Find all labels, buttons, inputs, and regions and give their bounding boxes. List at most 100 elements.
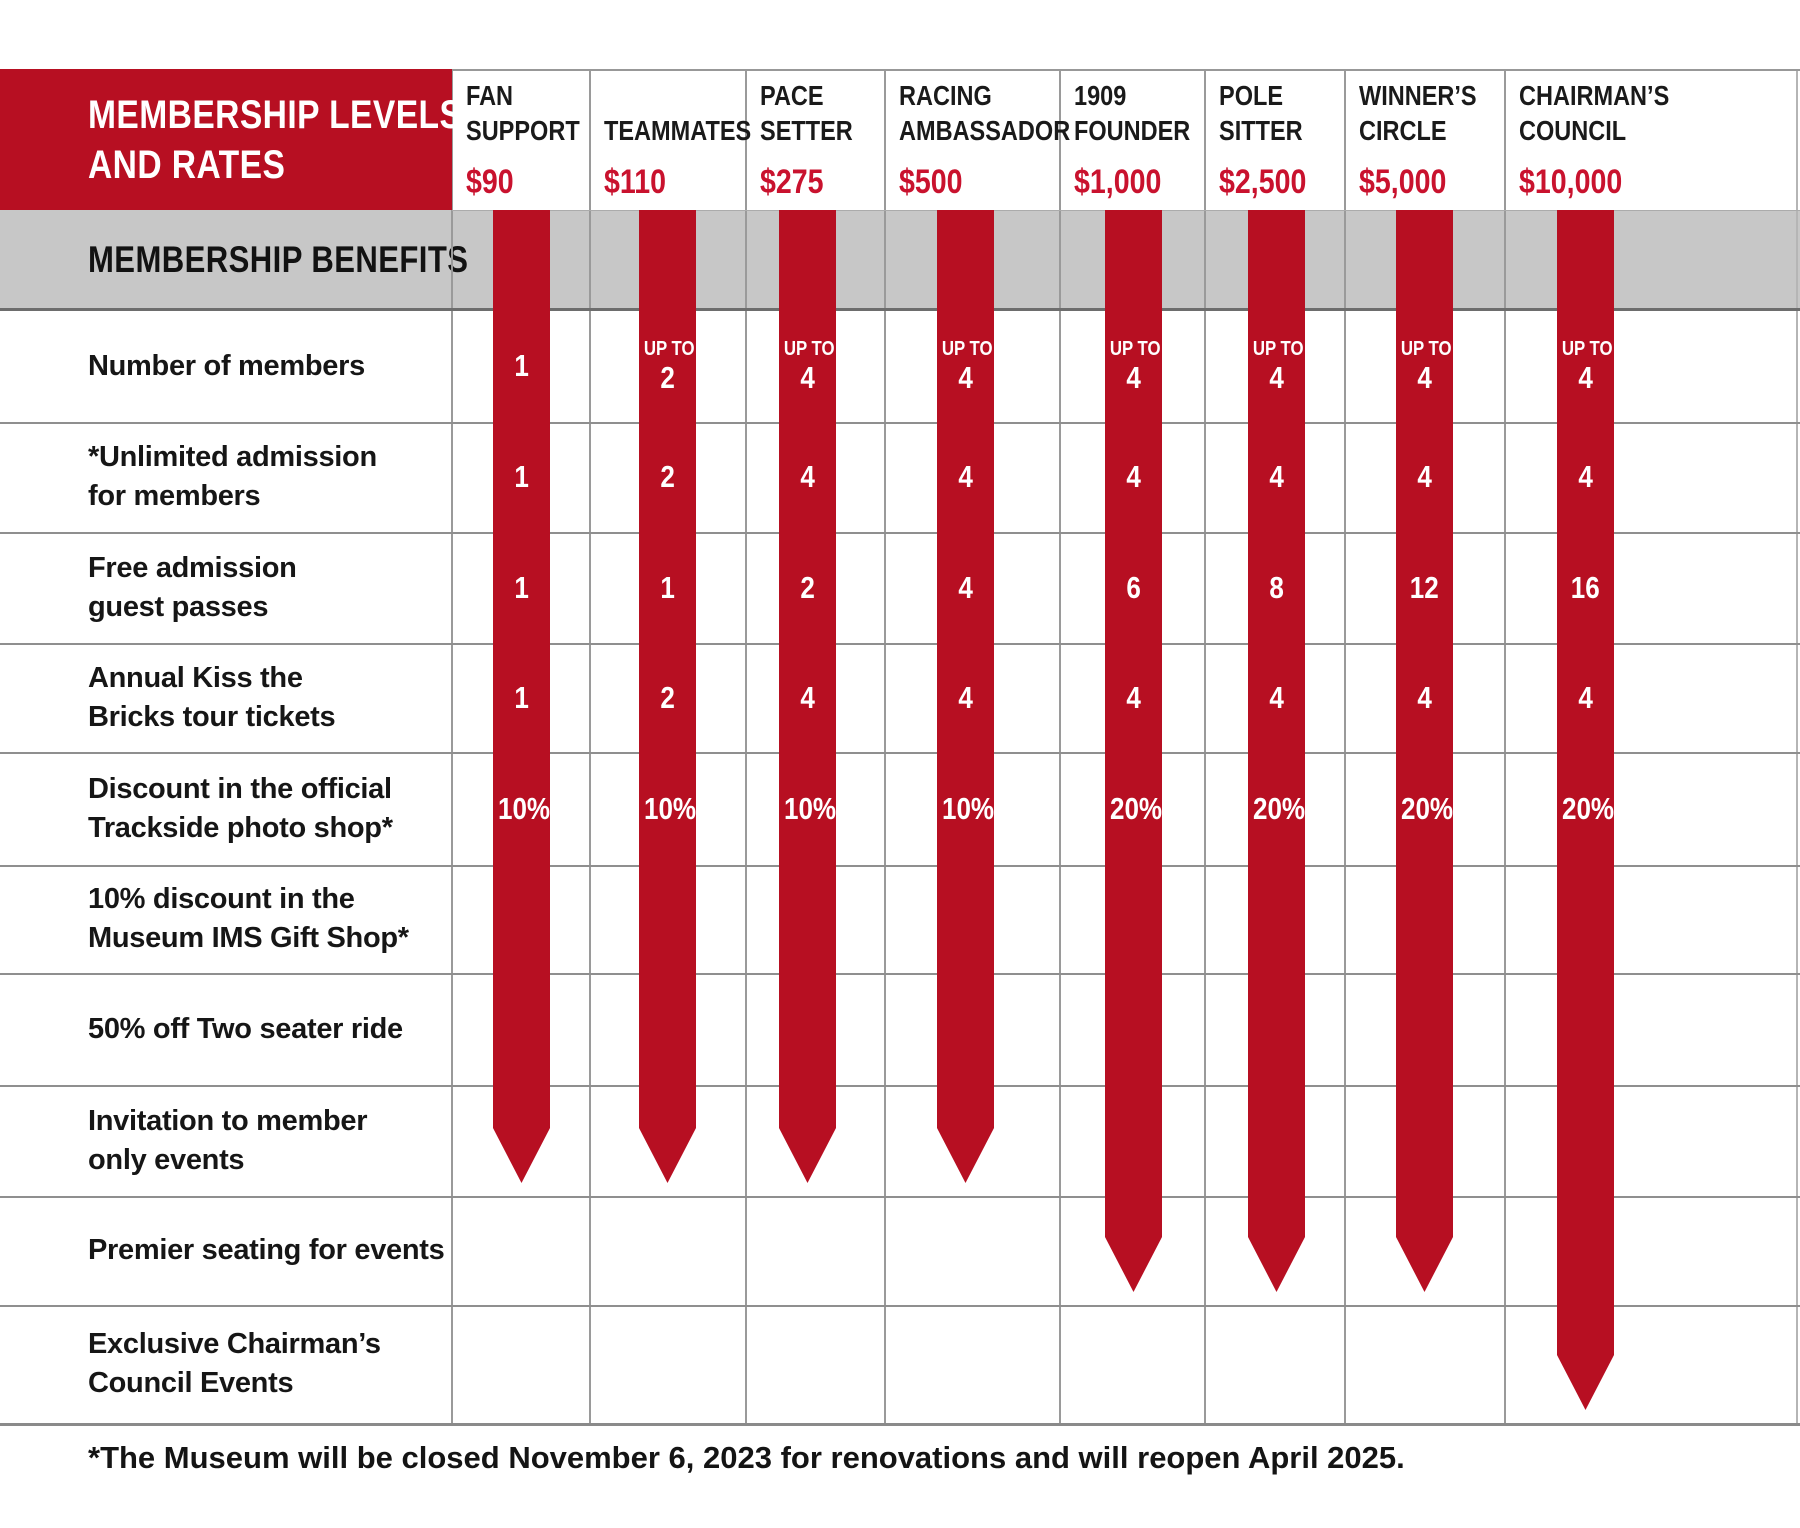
ribbon-value-text: 4 bbox=[1105, 361, 1162, 395]
benefit-row-label: Invitation to member only events bbox=[0, 1085, 452, 1196]
table-title-line: MEMBERSHIP LEVELS bbox=[88, 90, 462, 140]
benefit-row-label: Discount in the official Trackside photo … bbox=[0, 752, 452, 865]
ribbon-up-to-label: UP TO bbox=[1252, 338, 1304, 360]
benefit-label-line: Bricks tour tickets bbox=[88, 700, 336, 733]
ribbon-value: UP TO 4 bbox=[1105, 337, 1162, 395]
ribbon-value-number: 1 bbox=[514, 459, 529, 494]
membership-benefits-band: MEMBERSHIP BENEFITS bbox=[0, 210, 1800, 310]
gridline-h bbox=[0, 643, 1800, 645]
tier-name-line: RACING bbox=[899, 78, 1103, 113]
ribbon-value: UP TO 2 bbox=[639, 337, 696, 395]
ribbon-value: UP TO 4 bbox=[1557, 337, 1614, 395]
benefit-row-label: Annual Kiss the Bricks tour tickets bbox=[0, 643, 452, 752]
ribbon-value-number: 4 bbox=[1126, 459, 1141, 494]
tier-ribbon: 1 1 1 1 10% bbox=[493, 210, 550, 1183]
gridline-h bbox=[0, 1196, 1800, 1198]
ribbon-value: UP TO 4 bbox=[779, 337, 836, 395]
ribbon-value-text: 20% bbox=[1248, 792, 1305, 826]
gridline-h bbox=[0, 532, 1800, 534]
tier-name-text: FAN bbox=[466, 80, 514, 111]
ribbon-value-number: 4 bbox=[1578, 459, 1593, 494]
tier-price-text: $500 bbox=[899, 163, 963, 201]
tier-name: TEAMMATES bbox=[604, 113, 779, 148]
ribbon-value-number: 4 bbox=[1126, 679, 1141, 715]
tier-price-text: $10,000 bbox=[1519, 163, 1623, 201]
ribbon-value-text: 6 bbox=[1105, 571, 1162, 605]
ribbon-value: 12 bbox=[1396, 571, 1453, 605]
ribbon-value-number: 2 bbox=[660, 360, 675, 395]
ribbon-value: 4 bbox=[937, 571, 994, 605]
tier-price: $275 bbox=[760, 163, 836, 202]
ribbon-up-to-text: UP TO bbox=[1248, 337, 1305, 361]
ribbon-value-text: 20% bbox=[1105, 792, 1162, 826]
ribbon-value-number: 4 bbox=[800, 679, 815, 715]
tier-name-text: RACING bbox=[899, 80, 992, 111]
ribbon-value-number: 4 bbox=[1269, 459, 1284, 494]
ribbon-value: 2 bbox=[639, 681, 696, 715]
tier-ribbon: UP TO 4 4 2 4 10% bbox=[779, 210, 836, 1183]
ribbon-value-text: 10% bbox=[493, 792, 550, 826]
ribbon-value-text: 4 bbox=[779, 361, 836, 395]
gridline-h bbox=[0, 973, 1800, 975]
ribbon-value-number: 4 bbox=[958, 679, 973, 715]
ribbon-value: 4 bbox=[1396, 460, 1453, 494]
tier-name: POLE SITTER bbox=[1219, 78, 1319, 148]
gridline-h bbox=[0, 422, 1800, 424]
benefit-label-line: 50% off Two seater ride bbox=[88, 1012, 403, 1045]
ribbon-value-text: 4 bbox=[779, 460, 836, 494]
benefit-row-label: Free admission guest passes bbox=[0, 532, 452, 643]
ribbon-value: 1 bbox=[493, 681, 550, 715]
tier-price-text: $110 bbox=[604, 163, 666, 201]
ribbon-value-text: 1 bbox=[493, 460, 550, 494]
tier-name-text: COUNCIL bbox=[1519, 115, 1627, 146]
ribbon-value-text: 20% bbox=[1396, 792, 1453, 826]
tier-name-line: PACE bbox=[760, 78, 870, 113]
tier-name-line: SUPPORT bbox=[466, 113, 601, 148]
ribbon-value: 1 bbox=[493, 460, 550, 494]
gridline-h bbox=[0, 865, 1800, 867]
ribbon-value: 1 bbox=[493, 571, 550, 605]
benefit-label-line: only events bbox=[88, 1143, 245, 1176]
benefit-label-line: *Unlimited admission bbox=[88, 441, 377, 473]
ribbon-value-number: 16 bbox=[1571, 569, 1600, 605]
ribbon-value: 4 bbox=[1557, 681, 1614, 715]
ribbon-value-text: 4 bbox=[779, 681, 836, 715]
benefit-label-line: for members bbox=[88, 480, 261, 512]
ribbon-up-to-label: UP TO bbox=[941, 338, 993, 360]
tier-price: $2,500 bbox=[1219, 163, 1323, 202]
tier-name-text: WINNER’S bbox=[1359, 80, 1477, 111]
tier-name: WINNER’S CIRCLE bbox=[1359, 78, 1499, 148]
ribbon-value-text: 10% bbox=[937, 792, 994, 826]
ribbon-value-text: 1 bbox=[493, 571, 550, 605]
ribbon-value-number: 12 bbox=[1410, 569, 1439, 605]
ribbon-value: 6 bbox=[1105, 571, 1162, 605]
ribbon-value-text: 2 bbox=[779, 571, 836, 605]
tier-name-text: 1909 bbox=[1074, 80, 1127, 111]
ribbon-value-text: 1 bbox=[639, 571, 696, 605]
ribbon-up-to-text: UP TO bbox=[1105, 337, 1162, 361]
ribbon-value: 16 bbox=[1557, 571, 1614, 605]
tier-name-line: AMBASSADOR bbox=[899, 113, 1103, 148]
ribbon-value: 20% bbox=[1105, 792, 1162, 826]
tier-name: RACING AMBASSADOR bbox=[899, 78, 1103, 148]
ribbon-value: 4 bbox=[1248, 681, 1305, 715]
tier-price-text: $1,000 bbox=[1074, 163, 1162, 201]
ribbon-value: 4 bbox=[1248, 460, 1305, 494]
ribbon-value: 1 bbox=[493, 349, 550, 383]
ribbon-value: 10% bbox=[493, 792, 550, 826]
tier-price: $1,000 bbox=[1074, 163, 1178, 202]
ribbon-value: 4 bbox=[1557, 460, 1614, 494]
tier-name-text: POLE bbox=[1219, 80, 1284, 111]
benefit-label-line: Annual Kiss the bbox=[88, 661, 303, 694]
gridline-v bbox=[884, 69, 886, 1423]
ribbon-value-number: 4 bbox=[1417, 459, 1432, 494]
ribbon-value-text: 1 bbox=[493, 681, 550, 715]
ribbon-value-number: 20% bbox=[1400, 790, 1454, 826]
tier-name-line: CHAIRMAN’S bbox=[1519, 78, 1698, 113]
ribbon-value-number: 4 bbox=[1578, 360, 1593, 395]
tier-name: PACE SETTER bbox=[760, 78, 870, 148]
tier-price: $500 bbox=[899, 163, 975, 202]
tier-name-line: FAN bbox=[466, 78, 601, 113]
ribbon-value: 20% bbox=[1557, 792, 1614, 826]
membership-benefits-heading: MEMBERSHIP BENEFITS bbox=[88, 239, 469, 280]
